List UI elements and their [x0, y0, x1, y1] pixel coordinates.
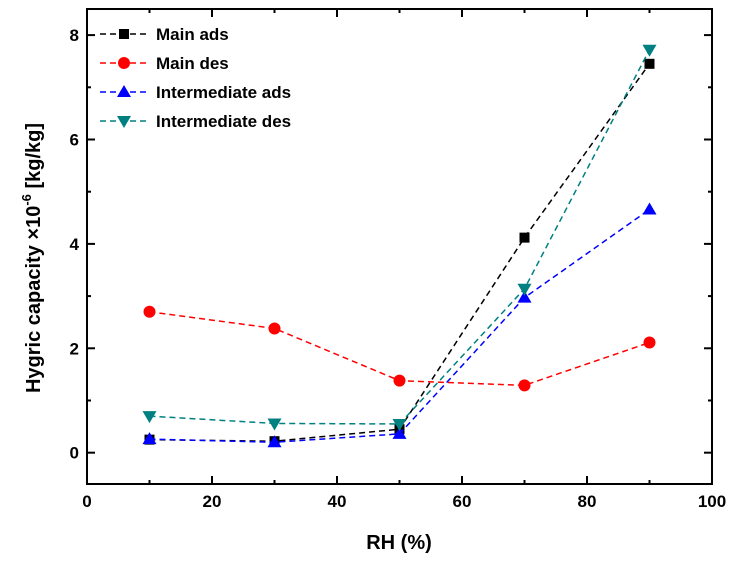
legend-marker: [119, 29, 129, 39]
axes-layer: 0 20 40 60 80 100 0 2 4 6 8: [70, 9, 726, 511]
x-tick-label: 80: [578, 492, 597, 511]
series-line: [149, 208, 650, 443]
data-point: [642, 44, 657, 57]
data-point: [142, 432, 157, 445]
y-tick-label: 2: [70, 339, 79, 358]
legend: Main ads Main des Intermediate ads Intermed…: [100, 25, 291, 131]
series-layer: [142, 44, 657, 448]
y-axis-title-exponent: -6: [19, 194, 34, 206]
legend-marker: [117, 116, 131, 128]
data-point: [143, 305, 156, 318]
y-tick-label: 8: [70, 26, 79, 45]
legend-entry: Main ads: [100, 25, 229, 44]
data-point: [267, 435, 282, 448]
plot-frame: [86, 8, 713, 485]
data-point: [392, 426, 407, 439]
data-point: [142, 411, 157, 424]
legend-entry: Main des: [100, 54, 229, 73]
data-point: [268, 322, 281, 335]
series-intermediate-des: [142, 44, 657, 431]
legend-label: Intermediate ads: [156, 83, 291, 102]
data-point: [392, 418, 407, 431]
series-intermediate-ads: [142, 202, 657, 448]
data-point: [517, 290, 532, 303]
legend-label: Intermediate des: [156, 112, 291, 131]
legend-entry: Intermediate ads: [100, 83, 291, 102]
x-tick-label: 100: [698, 492, 726, 511]
y-axis-title-suffix: [kg/kg]: [23, 123, 45, 194]
data-point: [517, 283, 532, 296]
legend-entry: Intermediate des: [100, 112, 291, 131]
legend-marker: [118, 57, 130, 69]
series-line: [149, 311, 650, 387]
data-point: [393, 374, 406, 387]
x-tick-label: 0: [82, 492, 91, 511]
x-tick-label: 20: [203, 492, 222, 511]
data-point: [642, 202, 657, 215]
x-tick-label: 40: [328, 492, 347, 511]
x-axis-title: RH (%): [366, 532, 432, 554]
y-axis-title-prefix: Hygric capacity ×10: [23, 206, 45, 393]
y-axis-title: Hygric capacity ×10-6 [kg/kg]: [19, 123, 45, 393]
y-tick-label: 0: [70, 444, 79, 463]
legend-marker: [117, 85, 131, 97]
legend-label: Main ads: [156, 25, 229, 44]
series-main-des: [143, 305, 656, 392]
data-point: [644, 58, 655, 69]
y-tick-label: 6: [70, 130, 79, 149]
data-point: [267, 418, 282, 431]
y-tick-label: 4: [70, 235, 80, 254]
series-line: [149, 49, 651, 425]
data-point: [643, 336, 656, 349]
plot-area: [86, 8, 713, 485]
x-tick-label: 60: [453, 492, 472, 511]
legend-label: Main des: [156, 54, 229, 73]
data-point: [519, 232, 530, 243]
data-point: [518, 379, 531, 392]
